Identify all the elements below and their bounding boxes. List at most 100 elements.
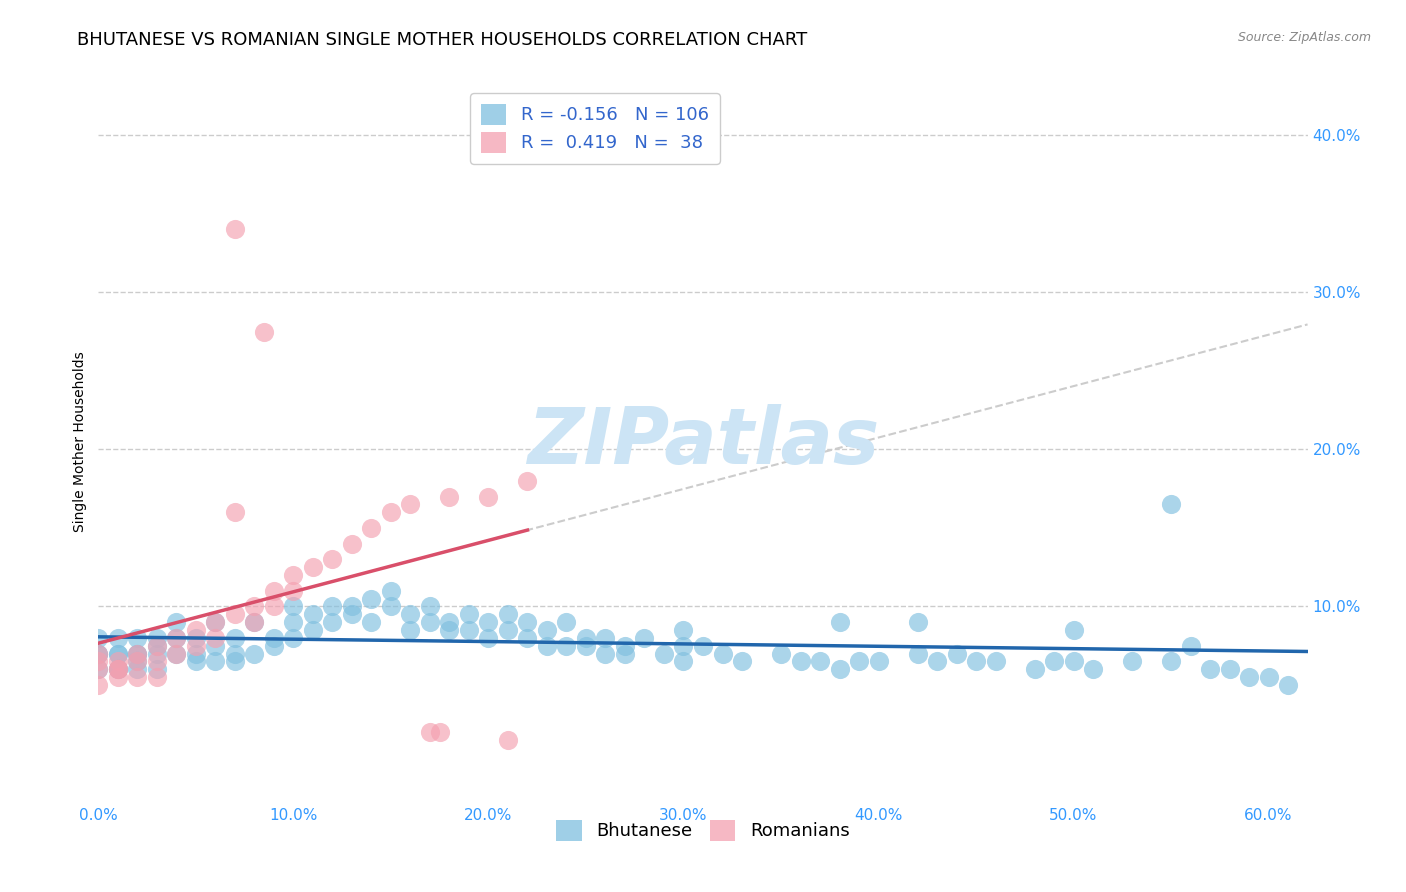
Point — [419, 615, 441, 630]
Point — [87, 647, 110, 661]
Point — [1219, 662, 1241, 676]
Point — [399, 497, 422, 511]
Point — [224, 505, 246, 519]
Point — [458, 623, 481, 637]
Point — [984, 655, 1007, 669]
Point — [253, 325, 276, 339]
Point — [496, 733, 519, 747]
Text: Source: ZipAtlas.com: Source: ZipAtlas.com — [1237, 31, 1371, 45]
Point — [1063, 623, 1085, 637]
Point — [204, 639, 226, 653]
Point — [204, 615, 226, 630]
Point — [283, 631, 305, 645]
Point — [146, 662, 169, 676]
Point — [672, 655, 695, 669]
Point — [945, 647, 967, 661]
Point — [224, 222, 246, 236]
Point — [1199, 662, 1222, 676]
Point — [184, 647, 207, 661]
Point — [127, 655, 149, 669]
Point — [321, 599, 343, 614]
Point — [516, 474, 538, 488]
Point — [789, 655, 811, 669]
Point — [1237, 670, 1260, 684]
Point — [146, 655, 169, 669]
Point — [360, 521, 382, 535]
Point — [146, 639, 169, 653]
Point — [711, 647, 734, 661]
Point — [283, 615, 305, 630]
Point — [340, 599, 363, 614]
Text: BHUTANESE VS ROMANIAN SINGLE MOTHER HOUSEHOLDS CORRELATION CHART: BHUTANESE VS ROMANIAN SINGLE MOTHER HOUS… — [77, 31, 807, 49]
Point — [127, 631, 149, 645]
Point — [283, 583, 305, 598]
Point — [146, 647, 169, 661]
Point — [692, 639, 714, 653]
Point — [224, 607, 246, 622]
Point — [1277, 678, 1299, 692]
Point — [672, 623, 695, 637]
Point — [516, 615, 538, 630]
Point — [360, 591, 382, 606]
Point — [224, 631, 246, 645]
Point — [184, 631, 207, 645]
Point — [107, 662, 129, 676]
Point — [243, 599, 266, 614]
Point — [107, 662, 129, 676]
Point — [1160, 655, 1182, 669]
Text: ZIPatlas: ZIPatlas — [527, 403, 879, 480]
Point — [965, 655, 987, 669]
Point — [1043, 655, 1066, 669]
Point — [127, 647, 149, 661]
Point — [127, 670, 149, 684]
Y-axis label: Single Mother Households: Single Mother Households — [73, 351, 87, 532]
Point — [477, 631, 499, 645]
Point — [1257, 670, 1279, 684]
Point — [321, 552, 343, 566]
Point — [828, 615, 851, 630]
Point — [419, 599, 441, 614]
Point — [204, 615, 226, 630]
Point — [575, 631, 598, 645]
Point — [496, 607, 519, 622]
Point — [127, 655, 149, 669]
Point — [204, 631, 226, 645]
Point — [87, 662, 110, 676]
Point — [165, 631, 187, 645]
Point — [439, 490, 461, 504]
Point — [614, 639, 637, 653]
Point — [1160, 497, 1182, 511]
Point — [184, 623, 207, 637]
Point — [399, 607, 422, 622]
Point — [107, 662, 129, 676]
Point — [477, 615, 499, 630]
Point — [399, 623, 422, 637]
Point — [652, 647, 675, 661]
Point — [146, 631, 169, 645]
Point — [848, 655, 870, 669]
Point — [340, 536, 363, 550]
Point — [439, 623, 461, 637]
Point — [769, 647, 792, 661]
Point — [263, 631, 285, 645]
Point — [87, 655, 110, 669]
Point — [731, 655, 754, 669]
Point — [302, 623, 325, 637]
Point — [672, 639, 695, 653]
Point — [925, 655, 948, 669]
Point — [1063, 655, 1085, 669]
Point — [146, 639, 169, 653]
Point — [1180, 639, 1202, 653]
Point — [87, 678, 110, 692]
Point — [87, 662, 110, 676]
Point — [868, 655, 890, 669]
Point — [536, 639, 558, 653]
Point — [595, 647, 617, 661]
Point — [808, 655, 831, 669]
Point — [165, 615, 187, 630]
Point — [224, 647, 246, 661]
Point — [146, 670, 169, 684]
Point — [575, 639, 598, 653]
Point — [107, 647, 129, 661]
Point — [107, 655, 129, 669]
